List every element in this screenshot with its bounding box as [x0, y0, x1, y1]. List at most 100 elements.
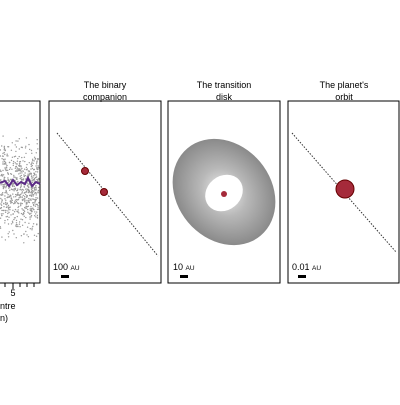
scatter-dot	[4, 153, 6, 156]
scatter-dot	[33, 160, 35, 162]
scatter-dot	[11, 199, 13, 202]
scatter-dot	[16, 167, 18, 169]
scatter-dot	[37, 206, 39, 208]
scatter-dot	[16, 169, 18, 171]
scatter-dot	[2, 213, 4, 215]
scatter-dot	[11, 201, 13, 204]
scatter-dot	[14, 155, 17, 157]
scatter-dot	[15, 225, 17, 227]
scatter-dot	[33, 239, 36, 241]
axis-ticks	[4, 283, 35, 289]
scatter-dot	[17, 198, 20, 201]
scatter-dot	[37, 148, 39, 150]
scatter-dot	[25, 230, 27, 233]
scatter-dot	[32, 159, 34, 162]
panel-title: disk	[216, 92, 233, 102]
scatter-dot	[32, 195, 34, 197]
scatter-dot	[23, 233, 25, 235]
scatter-dot	[14, 199, 17, 201]
scatter-dot	[14, 176, 16, 178]
scatter-dot	[16, 215, 18, 218]
scatter-dot	[27, 236, 30, 238]
scatter-dot	[19, 177, 21, 180]
scatter-dot	[9, 189, 11, 191]
scatter-dot	[6, 202, 8, 204]
scatter-dot	[4, 222, 6, 224]
scatter-dot	[19, 172, 21, 174]
scatter-dot	[26, 199, 28, 202]
scatter-dot	[0, 226, 1, 228]
scale-unit: AU	[312, 265, 321, 272]
scatter-dot	[2, 187, 5, 190]
scatter-dot	[17, 225, 19, 228]
scatter-dot	[12, 162, 14, 165]
scatter-dot	[31, 164, 33, 167]
scatter-dot	[7, 173, 10, 175]
scatter-dot	[32, 176, 34, 178]
scatter-dot	[32, 169, 35, 171]
scatter-dot	[10, 223, 13, 225]
scatter-dot	[32, 162, 34, 165]
scatter-dot	[8, 231, 10, 233]
scatter-dot	[2, 174, 5, 176]
scatter-dot	[24, 195, 26, 198]
scatter-dot	[14, 188, 16, 191]
scatter-dot	[8, 196, 10, 198]
scatter-dot	[10, 159, 13, 162]
scatter-dot	[28, 173, 31, 175]
orbit-line	[56, 132, 159, 257]
scatter-dot	[26, 226, 29, 228]
scatter-dot	[31, 190, 33, 192]
scatter-dot	[25, 178, 27, 180]
scatter-dot	[26, 182, 29, 184]
scatter-cloud	[0, 135, 40, 244]
scatter-dot	[15, 178, 18, 180]
scatter-dot	[23, 175, 25, 178]
scatter-dot	[35, 216, 37, 218]
scatter-dot	[31, 208, 33, 210]
scatter-dot	[31, 178, 33, 180]
scatter-dot	[13, 211, 16, 213]
scale-bar	[61, 275, 69, 278]
scatter-dot	[20, 203, 22, 205]
scatter-dot	[28, 170, 31, 172]
scatter-dot	[30, 212, 32, 215]
scatter-dot	[19, 160, 22, 163]
scatter-dot	[6, 206, 8, 208]
scatter-dot	[13, 185, 16, 187]
scatter-dot	[36, 203, 38, 206]
scatter-dot	[37, 208, 40, 210]
scatter-dot	[27, 191, 30, 194]
scatter-dot	[34, 202, 36, 204]
scale-bar	[180, 275, 188, 278]
scatter-dot	[28, 188, 30, 190]
scatter-dot	[26, 206, 28, 208]
scatter-dot	[5, 166, 8, 168]
scatter-dot	[18, 205, 20, 208]
scatter-dot	[35, 174, 37, 176]
scatter-dot	[36, 178, 38, 181]
scatter-dot	[10, 149, 13, 151]
scatter-dot	[21, 156, 23, 159]
scatter-dot	[0, 201, 3, 203]
scatter-dot	[26, 195, 28, 197]
axis-label: n)	[0, 313, 8, 323]
scatter-dot	[6, 169, 8, 171]
scatter-dot	[37, 168, 39, 171]
scatter-dot	[20, 212, 23, 215]
scatter-dot	[6, 196, 8, 199]
scatter-dot	[5, 191, 7, 193]
scatter-dot	[17, 202, 19, 205]
scatter-dot	[33, 194, 35, 196]
scatter-dot	[18, 169, 20, 171]
scatter-dot	[26, 163, 28, 166]
scatter-dot	[14, 144, 16, 146]
scatter-dot	[26, 234, 28, 236]
scatter-dot	[36, 224, 38, 226]
scatter-dot	[35, 198, 37, 201]
scatter-dot	[2, 135, 4, 137]
scatter-dot	[3, 146, 5, 148]
scatter-dot	[15, 196, 17, 198]
scatter-dot	[15, 219, 18, 222]
scatter-dot	[8, 161, 11, 164]
